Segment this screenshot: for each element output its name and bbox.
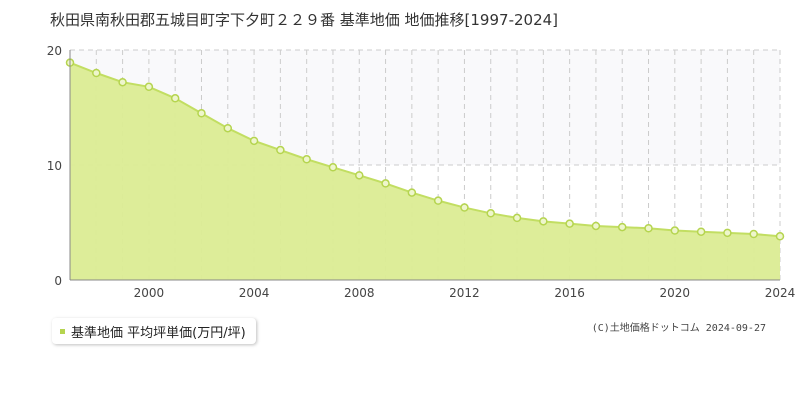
data-point bbox=[591, 221, 601, 231]
data-point bbox=[197, 109, 206, 118]
series-area bbox=[69, 61, 781, 281]
legend-marker-icon bbox=[60, 328, 65, 334]
tick-labels: 0 10 20 2000 2004 2008 2012 2016 2020 2024 bbox=[47, 44, 796, 300]
y-tick-label: 0 bbox=[54, 274, 62, 288]
data-point bbox=[539, 217, 548, 226]
x-tick-label: 2004 bbox=[239, 286, 270, 300]
data-point bbox=[775, 232, 785, 241]
series-points bbox=[65, 58, 785, 241]
data-point bbox=[302, 155, 311, 164]
data-point bbox=[644, 224, 653, 233]
data-point bbox=[723, 228, 732, 238]
y-tick-label: 20 bbox=[47, 44, 62, 58]
axes bbox=[69, 50, 780, 281]
series-area-fill bbox=[70, 62, 780, 281]
legend[interactable]: 基準地価 平均坪単価(万円/坪) bbox=[52, 318, 256, 344]
x-tick-label: 2000 bbox=[134, 286, 165, 300]
data-point bbox=[512, 213, 522, 223]
x-tick-label: 2016 bbox=[554, 286, 585, 300]
data-point bbox=[381, 179, 390, 188]
x-tick-label: 2024 bbox=[765, 286, 796, 300]
data-point bbox=[749, 229, 758, 239]
data-point bbox=[118, 77, 127, 87]
data-point bbox=[433, 196, 443, 205]
data-point bbox=[144, 82, 154, 92]
page-title: 秋田県南秋田郡五城目町字下夕町２２９番 基準地価 地価推移[1997-2024] bbox=[50, 11, 559, 29]
data-point bbox=[276, 145, 285, 155]
legend-label: 基準地価 平均坪単価(万円/坪) bbox=[71, 325, 246, 341]
x-tick-label: 2008 bbox=[344, 286, 375, 300]
data-point bbox=[460, 203, 469, 212]
data-point bbox=[696, 227, 706, 236]
data-point bbox=[328, 163, 338, 172]
data-point bbox=[617, 222, 627, 232]
copyright-text: (C)土地価格ドットコム 2024-09-27 bbox=[591, 323, 766, 334]
x-tick-label: 2020 bbox=[660, 286, 691, 300]
data-point bbox=[486, 209, 495, 218]
data-point bbox=[355, 171, 364, 180]
y-tick-label: 10 bbox=[47, 159, 62, 173]
data-point bbox=[407, 188, 417, 197]
data-point bbox=[92, 68, 101, 78]
data-point bbox=[223, 123, 233, 133]
series-line bbox=[69, 61, 781, 238]
data-point bbox=[249, 136, 259, 146]
data-point bbox=[565, 219, 574, 228]
data-point bbox=[170, 94, 180, 103]
data-point bbox=[670, 226, 680, 235]
x-tick-label: 2012 bbox=[449, 286, 480, 300]
